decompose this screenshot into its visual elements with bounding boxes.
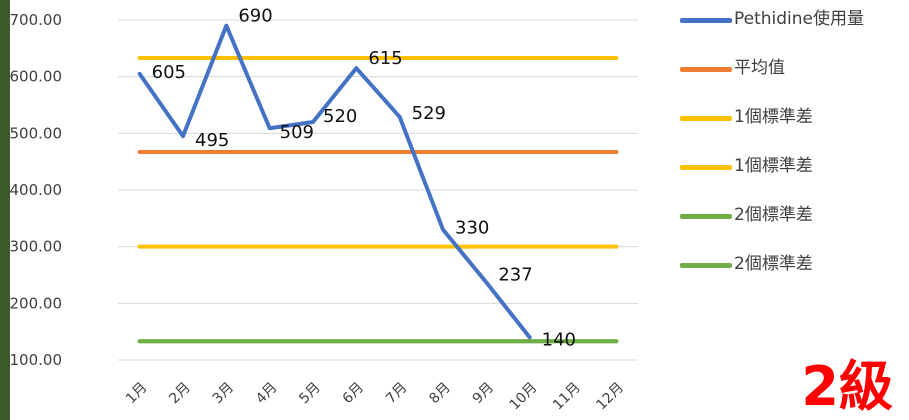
y-tick-label: 500.00 [10, 124, 63, 142]
y-tick-label: 400.00 [10, 181, 63, 199]
legend-swatch [680, 165, 732, 170]
data-label: 237 [498, 264, 532, 285]
x-tick-label: 10月 [507, 380, 541, 414]
data-label: 140 [542, 329, 576, 350]
legend: Pethidine使用量 平均值 1個標準差 1個標準差 2個標準差 2個標準差 [680, 6, 905, 300]
level-label: 2級 [801, 355, 893, 418]
x-tick-label: 2月 [166, 380, 194, 408]
reference-lines [137, 55, 619, 344]
legend-swatch [680, 18, 732, 23]
x-axis-ticks: 1月 2月 3月 4月 5月 6月 7月 8月 9月 10月 11月 12月 [123, 380, 627, 414]
legend-swatch [680, 67, 732, 72]
data-label: 615 [368, 48, 402, 69]
x-tick-label: 11月 [550, 380, 584, 414]
y-tick-label: 200.00 [10, 294, 63, 312]
data-label: 520 [323, 106, 357, 127]
legend-item: 2個標準差 [680, 251, 905, 300]
x-tick-label: 3月 [210, 380, 238, 408]
main-series [137, 23, 532, 340]
x-tick-label: 6月 [340, 380, 368, 408]
x-tick-label: 8月 [426, 380, 454, 408]
x-tick-label: 4月 [253, 380, 281, 408]
y-axis-ticks: 700.00 600.00 500.00 400.00 300.00 200.00 100.… [10, 11, 63, 369]
series-line-pethidine [137, 23, 532, 340]
legend-item: 1個標準差 [680, 153, 905, 202]
y-tick-label: 700.00 [10, 11, 63, 29]
legend-item: Pethidine使用量 [680, 6, 905, 55]
legend-label: Pethidine使用量 [734, 9, 865, 29]
gridlines [118, 19, 638, 361]
x-tick-label: 12月 [593, 380, 627, 414]
legend-item: 2個標準差 [680, 202, 905, 251]
y-tick-label: 600.00 [10, 68, 63, 86]
y-tick-label: 100.00 [10, 351, 63, 369]
y-tick-label: 300.00 [10, 238, 63, 256]
legend-label: 2個標準差 [734, 205, 813, 225]
x-tick-label: 1月 [123, 380, 151, 408]
legend-item: 1個標準差 [680, 104, 905, 153]
x-tick-label: 7月 [383, 380, 411, 408]
legend-swatch [680, 214, 732, 219]
data-label: 330 [455, 218, 489, 239]
data-label: 509 [280, 122, 314, 143]
data-labels: 605 495 690 509 520 615 529 330 237 140 [152, 6, 576, 351]
x-tick-label: 5月 [296, 380, 324, 408]
legend-label: 2個標準差 [734, 254, 813, 274]
legend-label: 1個標準差 [734, 107, 813, 127]
legend-label: 平均值 [734, 58, 785, 78]
legend-item: 平均值 [680, 55, 905, 104]
line-chart: 700.00 600.00 500.00 400.00 300.00 200.00 100.… [10, 6, 638, 414]
legend-swatch [680, 116, 732, 121]
x-tick-label: 9月 [470, 380, 498, 408]
data-label: 529 [412, 103, 446, 124]
data-label: 690 [238, 6, 272, 27]
legend-label: 1個標準差 [734, 156, 813, 176]
left-edge-bar [0, 0, 10, 420]
data-label: 605 [152, 62, 186, 83]
legend-swatch [680, 263, 732, 268]
data-label: 495 [195, 130, 229, 151]
